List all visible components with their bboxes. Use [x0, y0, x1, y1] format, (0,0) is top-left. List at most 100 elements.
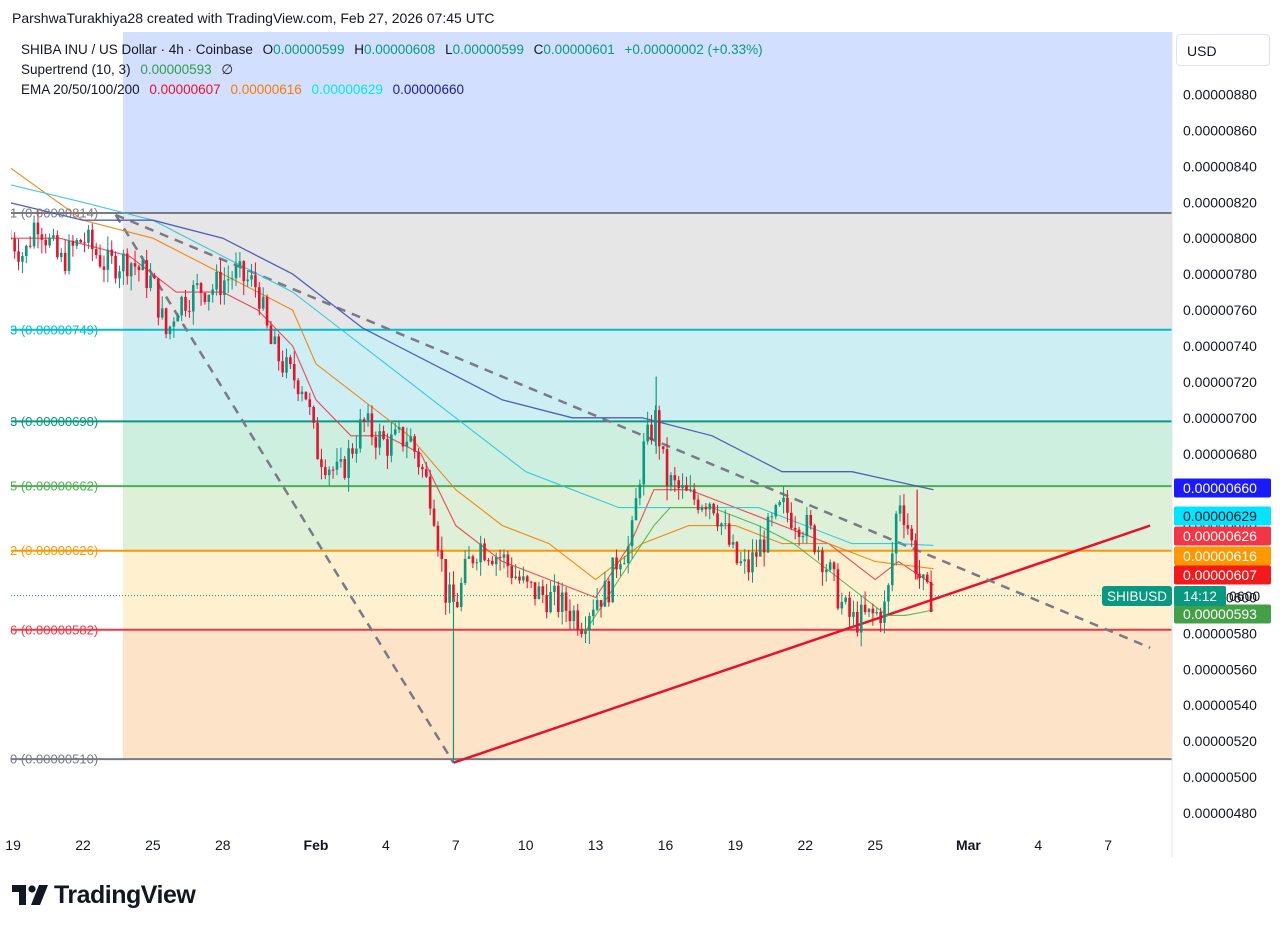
candle-body[interactable] — [59, 252, 63, 258]
candle-body[interactable] — [580, 630, 583, 635]
candle-body[interactable] — [292, 364, 296, 381]
candle-body[interactable] — [572, 610, 576, 622]
candle-body[interactable] — [324, 467, 327, 476]
candle-body[interactable] — [184, 296, 187, 311]
candle-body[interactable] — [452, 584, 455, 602]
candle-body[interactable] — [689, 489, 692, 491]
candle-body[interactable] — [871, 608, 875, 614]
candle-body[interactable] — [71, 240, 75, 246]
candle-body[interactable] — [491, 560, 494, 565]
candle-body[interactable] — [269, 325, 273, 345]
candle-body[interactable] — [685, 485, 688, 491]
candle-body[interactable] — [351, 448, 354, 454]
candle-body[interactable] — [813, 525, 816, 553]
candle-body[interactable] — [339, 459, 343, 462]
candle-body[interactable] — [409, 436, 413, 442]
candle-body[interactable] — [215, 272, 218, 290]
candle-body[interactable] — [424, 469, 428, 477]
candle-body[interactable] — [774, 505, 778, 517]
candle-body[interactable] — [273, 336, 277, 345]
candle-body[interactable] — [444, 559, 448, 603]
candle-body[interactable] — [630, 520, 634, 547]
dashed-trendline[interactable] — [115, 213, 1151, 649]
candle-body[interactable] — [397, 427, 401, 430]
candle-body[interactable] — [296, 380, 300, 395]
candle-body[interactable] — [188, 310, 191, 312]
candle-body[interactable] — [824, 569, 828, 573]
candle-body[interactable] — [793, 527, 797, 530]
candle-body[interactable] — [153, 275, 156, 279]
candle-body[interactable] — [316, 422, 319, 460]
candle-body[interactable] — [277, 336, 281, 362]
candle-body[interactable] — [94, 249, 98, 256]
candle-body[interactable] — [743, 559, 747, 562]
candle-body[interactable] — [778, 502, 781, 506]
candle-body[interactable] — [428, 476, 432, 509]
candle-body[interactable] — [541, 586, 545, 596]
candle-body[interactable] — [890, 553, 894, 586]
candle-body[interactable] — [588, 615, 591, 631]
candle-body[interactable] — [603, 581, 607, 607]
candle-body[interactable] — [564, 592, 568, 611]
candle-body[interactable] — [720, 523, 723, 527]
candle-body[interactable] — [261, 296, 265, 309]
candle-body[interactable] — [852, 611, 855, 617]
candle-body[interactable] — [393, 429, 397, 435]
candle-body[interactable] — [797, 529, 801, 537]
candle-body[interactable] — [63, 252, 67, 272]
candle-body[interactable] — [230, 278, 234, 280]
candle-body[interactable] — [32, 222, 36, 247]
candle-body[interactable] — [844, 597, 847, 602]
candle-body[interactable] — [234, 265, 238, 279]
candle-body[interactable] — [21, 256, 24, 262]
candle-body[interactable] — [331, 469, 335, 471]
candle-body[interactable] — [413, 436, 416, 452]
candle-body[interactable] — [623, 563, 626, 565]
candle-body[interactable] — [553, 585, 556, 592]
candle-body[interactable] — [887, 585, 890, 602]
candle-body[interactable] — [83, 242, 86, 244]
candle-body[interactable] — [160, 308, 164, 318]
candle-body[interactable] — [405, 441, 409, 447]
candle-body[interactable] — [180, 296, 183, 316]
candle-body[interactable] — [436, 525, 440, 551]
support-trendline[interactable] — [453, 524, 1151, 764]
candle-body[interactable] — [782, 497, 785, 503]
candle-body[interactable] — [545, 595, 548, 613]
candle-body[interactable] — [591, 609, 595, 616]
candle-body[interactable] — [417, 451, 420, 468]
candle-body[interactable] — [370, 413, 374, 438]
candle-body[interactable] — [254, 275, 257, 288]
candle-body[interactable] — [118, 271, 121, 279]
candle-body[interactable] — [529, 581, 533, 583]
candle-body[interactable] — [696, 499, 700, 511]
candle-body[interactable] — [867, 608, 871, 613]
candle-body[interactable] — [681, 485, 684, 489]
candle-body[interactable] — [168, 326, 172, 335]
candle-body[interactable] — [677, 480, 681, 489]
candle-body[interactable] — [731, 541, 735, 545]
candle-body[interactable] — [755, 552, 758, 557]
candle-body[interactable] — [304, 391, 308, 400]
candle-body[interactable] — [36, 222, 40, 235]
candle-body[interactable] — [533, 582, 537, 600]
candle-body[interactable] — [646, 424, 649, 442]
candle-body[interactable] — [238, 261, 242, 266]
candle-body[interactable] — [191, 285, 195, 312]
candle-body[interactable] — [312, 407, 315, 423]
candle-body[interactable] — [456, 601, 459, 608]
candle-body[interactable] — [863, 604, 867, 613]
candle-body[interactable] — [828, 562, 832, 570]
candle-body[interactable] — [421, 467, 424, 470]
trendlines[interactable] — [114, 213, 1151, 764]
candle-body[interactable] — [642, 441, 646, 485]
candle-body[interactable] — [137, 266, 141, 271]
candle-body[interactable] — [149, 275, 152, 289]
candle-body[interactable] — [906, 525, 910, 529]
candle-body[interactable] — [615, 557, 618, 570]
candle-body[interactable] — [832, 562, 836, 570]
price-axis[interactable]: 0.00000880 0.00000860 0.00000840 0.00000820… — [1183, 87, 1257, 822]
candle-body[interactable] — [440, 550, 444, 560]
tradingview-logo[interactable]: TradingView — [12, 879, 196, 911]
